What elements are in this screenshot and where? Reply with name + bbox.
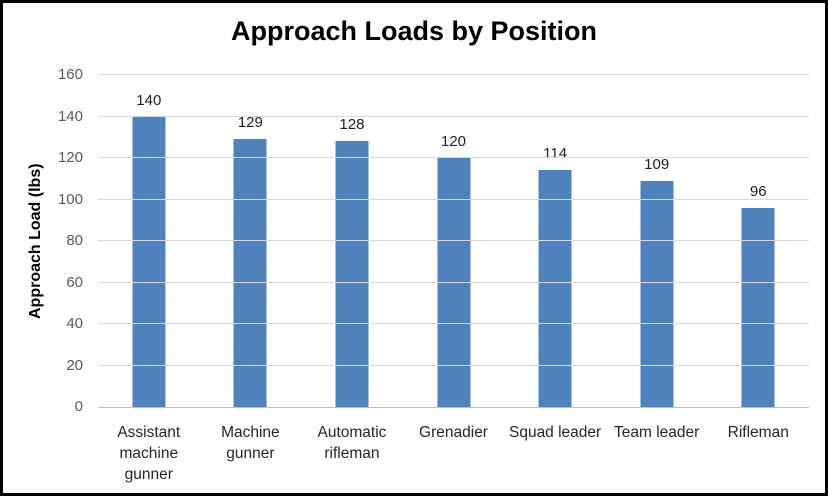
bar: [233, 139, 267, 407]
gridline: [98, 157, 809, 158]
plot-area: 140 129 128 120 114 109 96: [98, 74, 809, 408]
data-label: 96: [749, 182, 767, 200]
gridline: [98, 74, 809, 75]
gridline: [98, 198, 809, 200]
category-label: Assistant machine gunner: [117, 424, 181, 483]
gridline: [98, 364, 809, 366]
x-axis-labels: Assistant machine gunner Machine gunner Au…: [98, 422, 809, 485]
data-label: 114: [543, 145, 568, 163]
category-label: Rifleman: [727, 424, 789, 441]
category-label: Machine gunner: [221, 424, 280, 462]
y-tick-label: 20: [66, 356, 83, 374]
y-tick-label: 0: [74, 398, 83, 415]
chart-title: Approach Loads by Position: [230, 16, 598, 46]
bar-slot: 128: [301, 75, 403, 407]
y-tick-label: 40: [66, 315, 83, 332]
y-axis-ticks: 0 20 40 60 80 100 120 140 160: [3, 66, 91, 415]
data-label: 109: [644, 155, 670, 173]
category-label: Team leader: [614, 424, 700, 441]
bar-slot: 114: [504, 75, 606, 407]
category-label: Automatic rifleman: [317, 424, 387, 462]
bar-slot: 140: [98, 75, 200, 407]
y-tick-label: 60: [66, 273, 83, 291]
bar: [538, 170, 572, 407]
gridline: [98, 323, 809, 324]
data-label: 129: [237, 114, 263, 132]
y-tick-label: 100: [57, 190, 83, 208]
gridline: [98, 115, 809, 117]
gridline: [98, 240, 809, 241]
y-tick-label: 80: [66, 232, 83, 249]
bar: [741, 207, 775, 407]
y-tick-label: 140: [57, 107, 83, 125]
category-label: Squad leader: [508, 424, 602, 441]
bar-slot: 109: [606, 75, 708, 407]
data-label: 140: [136, 91, 162, 109]
bar: [335, 141, 369, 407]
bar: [640, 180, 674, 407]
data-label: 128: [339, 116, 365, 134]
bars-row: 140 129 128 120 114 109 96: [98, 75, 809, 407]
data-label: 120: [441, 133, 467, 150]
bar-slot: 129: [200, 75, 302, 407]
bar: [132, 116, 166, 407]
bar-slot: 96: [707, 75, 809, 407]
y-tick-label: 160: [57, 66, 83, 83]
y-tick-label: 120: [57, 149, 83, 166]
bar-slot: 120: [403, 75, 505, 407]
category-label: Grenadier: [419, 424, 488, 441]
gridline: [98, 281, 809, 283]
bar: [437, 158, 471, 407]
